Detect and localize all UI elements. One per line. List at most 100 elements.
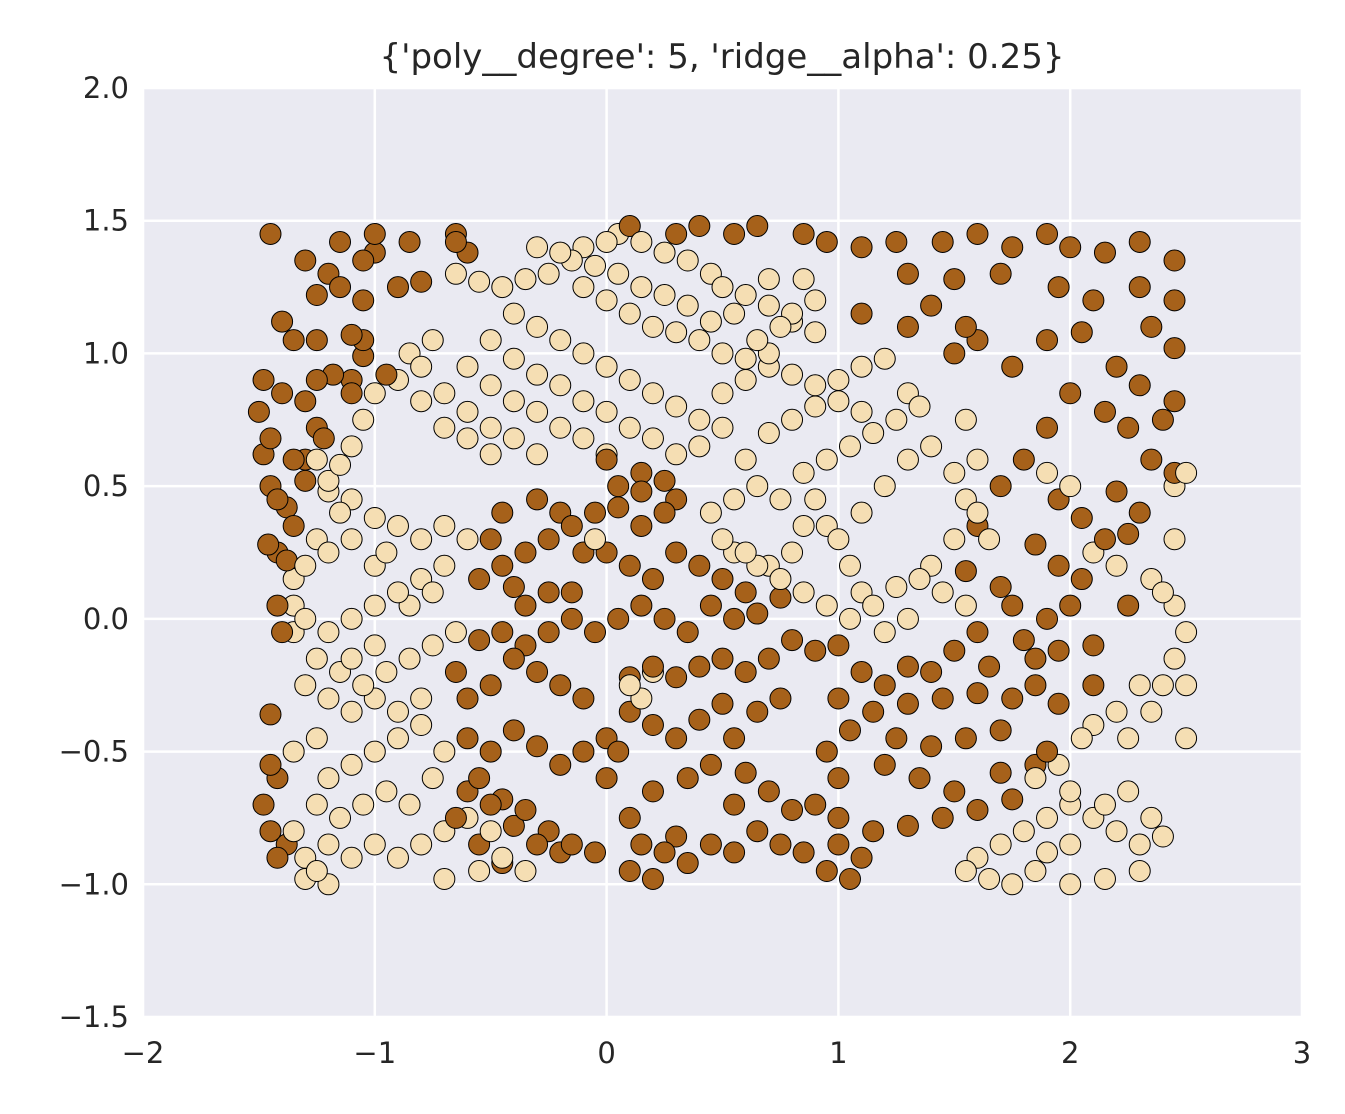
data-point-dark (966, 682, 989, 705)
data-point-light (549, 416, 572, 439)
data-point-light (305, 860, 328, 883)
data-point-light (386, 581, 409, 604)
data-point-light (1036, 461, 1059, 484)
data-point-light (433, 416, 456, 439)
data-point-dark (1163, 289, 1186, 312)
data-point-light (1140, 806, 1163, 829)
data-point-light (792, 461, 815, 484)
data-point-dark (549, 674, 572, 697)
data-point-dark (352, 249, 375, 272)
data-point-light (1175, 674, 1198, 697)
data-point-dark (560, 581, 583, 604)
data-point-dark (618, 806, 641, 829)
data-point-dark (1036, 607, 1059, 630)
data-point-dark (514, 798, 537, 821)
data-point-light (1128, 833, 1151, 856)
data-point-light (920, 435, 943, 458)
data-point-dark (676, 767, 699, 790)
data-point-dark (815, 230, 838, 253)
data-point-light (804, 374, 827, 397)
data-point-dark (873, 674, 896, 697)
data-point-dark (1163, 337, 1186, 360)
data-point-light (873, 475, 896, 498)
data-point-dark (282, 514, 305, 537)
data-point-dark (584, 501, 607, 524)
x-tick-labels: −2 −1 0 1 2 3 (122, 1036, 1312, 1070)
data-point-dark (363, 222, 386, 245)
data-point-dark (838, 867, 861, 890)
data-point-dark (572, 687, 595, 710)
data-point-light (711, 276, 734, 299)
data-point-light (502, 302, 525, 325)
data-point-light (966, 448, 989, 471)
data-point-light (746, 329, 769, 352)
data-point-light (363, 594, 386, 617)
data-point-light (1140, 700, 1163, 723)
data-point-dark (723, 222, 746, 245)
data-point-dark (920, 735, 943, 758)
data-point-light (665, 395, 688, 418)
data-point-dark (1070, 321, 1093, 344)
data-point-dark (282, 329, 305, 352)
data-point-dark (468, 629, 491, 652)
data-point-dark (723, 607, 746, 630)
data-point-light (827, 528, 850, 551)
data-point-dark (1105, 480, 1128, 503)
data-point-dark (641, 568, 664, 591)
data-point-dark (456, 687, 479, 710)
data-point-dark (838, 719, 861, 742)
data-point-dark (954, 315, 977, 338)
data-point-light (363, 740, 386, 763)
data-point-dark (1001, 687, 1024, 710)
data-point-light (386, 846, 409, 869)
data-point-light (792, 268, 815, 291)
data-point-light (1105, 554, 1128, 577)
data-point-dark (989, 576, 1012, 599)
data-point-dark (653, 469, 676, 492)
data-point-dark (1059, 382, 1082, 405)
data-point-light (1012, 820, 1035, 843)
data-point-dark (1024, 674, 1047, 697)
data-point-light (340, 435, 363, 458)
data-point-light (1117, 780, 1140, 803)
data-point-dark (699, 833, 722, 856)
data-point-dark (630, 480, 653, 503)
data-point-light (410, 390, 433, 413)
data-point-light (815, 448, 838, 471)
data-point-light (317, 621, 340, 644)
data-point-dark (375, 363, 398, 386)
data-point-dark (676, 621, 699, 644)
data-point-dark (943, 780, 966, 803)
data-point-dark (607, 496, 630, 519)
data-point-dark (266, 488, 289, 511)
data-point-dark (792, 222, 815, 245)
data-point-light (1163, 647, 1186, 670)
data-point-light (433, 382, 456, 405)
data-point-dark (514, 541, 537, 564)
data-point-light (572, 342, 595, 365)
y-tick-label: 1.5 (83, 204, 129, 238)
data-point-light (1151, 825, 1174, 848)
data-point-light (734, 541, 757, 564)
data-point-light (711, 342, 734, 365)
data-point-light (456, 355, 479, 378)
data-point-dark (257, 533, 280, 556)
data-point-light (468, 860, 491, 883)
data-point-dark (526, 660, 549, 683)
data-point-light (479, 820, 502, 843)
data-point-light (329, 501, 352, 524)
data-point-dark (954, 727, 977, 750)
x-tick-label: 3 (1293, 1036, 1311, 1070)
data-point-dark (896, 655, 919, 678)
data-point-light (792, 514, 815, 537)
data-point-dark (1036, 329, 1059, 352)
data-point-light (838, 554, 861, 577)
data-point-light (433, 554, 456, 577)
data-point-dark (526, 833, 549, 856)
data-point-light (340, 846, 363, 869)
data-point-dark (266, 594, 289, 617)
data-point-dark (920, 294, 943, 317)
data-point-light (850, 501, 873, 524)
data-point-light (363, 833, 386, 856)
data-point-dark (1082, 634, 1105, 657)
